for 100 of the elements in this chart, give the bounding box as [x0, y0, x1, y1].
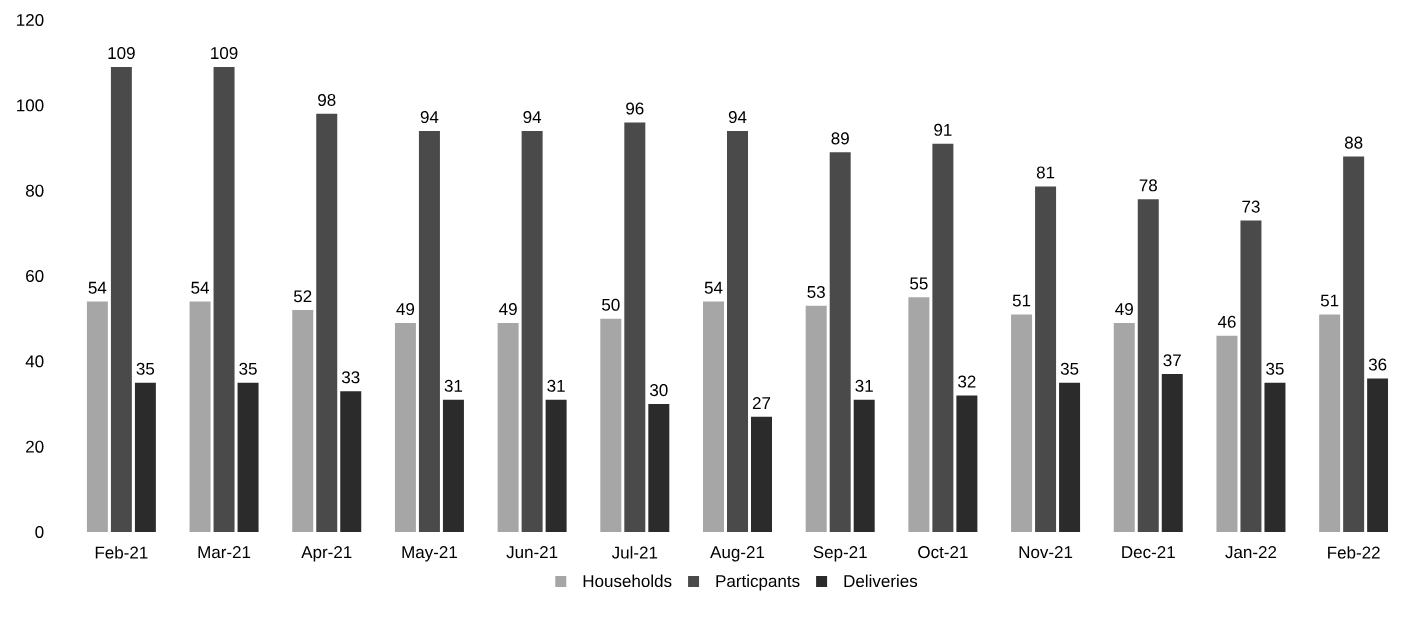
bar: [1035, 186, 1057, 532]
x-tick-label: Feb-21: [95, 546, 148, 559]
legend-label: Particpants: [716, 574, 800, 591]
bar: [189, 301, 211, 532]
y-tick-label: 20: [26, 440, 44, 453]
x-tick-label: Feb-22: [1328, 546, 1380, 559]
bar: [624, 122, 646, 532]
bar: [110, 66, 132, 532]
bar: [829, 152, 851, 532]
x-tick-label: Dec-21: [1122, 546, 1175, 559]
data-label: 31: [547, 379, 565, 392]
bar: [1367, 378, 1389, 532]
data-label: 35: [136, 362, 155, 375]
data-label: 54: [191, 281, 209, 294]
legend-label: Households: [583, 574, 672, 588]
data-label: 73: [1242, 200, 1260, 213]
data-label: 53: [807, 285, 825, 298]
data-label: 109: [211, 47, 238, 60]
bar: [932, 143, 954, 532]
bar: [648, 403, 670, 532]
data-label: 27: [752, 397, 771, 409]
data-label: 31: [855, 379, 873, 392]
data-label: 35: [239, 362, 257, 375]
bar: [316, 113, 338, 532]
legend-label: Deliveries: [844, 574, 918, 588]
bar: [1216, 335, 1238, 532]
data-label: 35: [1266, 362, 1284, 375]
data-label: 33: [341, 371, 360, 384]
data-label: 94: [523, 111, 542, 124]
x-tick-label: Aug-21: [710, 546, 765, 562]
bar: [703, 301, 724, 532]
y-tick-label: 80: [25, 184, 44, 197]
data-label: 55: [910, 277, 928, 290]
data-label: 91: [934, 123, 952, 136]
bar: [1059, 382, 1081, 532]
data-label: 32: [958, 375, 976, 388]
data-label: 35: [1060, 362, 1079, 375]
data-label: 51: [1012, 294, 1031, 307]
bar: [1264, 382, 1286, 532]
bar: [1137, 199, 1159, 532]
data-label: 36: [1368, 358, 1387, 371]
y-tick-label: 0: [35, 525, 44, 539]
bar: [418, 130, 440, 532]
bar: [292, 310, 314, 532]
bar: [394, 322, 416, 532]
x-tick-label: Nov-21: [1019, 546, 1073, 559]
bar: [805, 305, 827, 532]
bar: [853, 399, 875, 532]
data-label: 49: [1115, 303, 1133, 316]
x-tick-label: Jul-21: [611, 546, 658, 559]
bar: [1161, 374, 1183, 532]
data-label: 52: [293, 290, 312, 303]
bar: [237, 382, 259, 532]
bar: [442, 399, 464, 532]
bar: [1011, 314, 1033, 532]
bar: [545, 399, 567, 532]
y-tick-label: 60: [26, 269, 44, 283]
x-tick-label: May-21: [402, 546, 457, 562]
x-tick-label: Apr-21: [301, 546, 352, 562]
bar: [751, 416, 772, 532]
data-label: 37: [1163, 354, 1181, 367]
bar: [1343, 156, 1365, 532]
data-label: 94: [728, 111, 747, 124]
x-tick-label: Oct-21: [918, 546, 968, 559]
data-label: 49: [499, 303, 517, 316]
bar: [86, 301, 108, 532]
data-label: 50: [602, 298, 620, 311]
x-tick-label: Jun-21: [506, 546, 558, 559]
data-label: 89: [831, 132, 849, 145]
y-tick-label: 40: [25, 355, 44, 368]
bar: [213, 66, 235, 532]
data-label: 81: [1036, 166, 1055, 179]
x-tick-label: Jan-22: [1225, 546, 1277, 559]
data-label: 94: [420, 111, 439, 124]
x-tick-label: Mar-21: [198, 546, 251, 559]
data-label: 96: [626, 102, 644, 115]
bar: [727, 130, 749, 532]
bar: [340, 391, 362, 532]
y-tick-label: 120: [17, 13, 44, 27]
data-label: 30: [650, 384, 668, 397]
data-label: 31: [444, 379, 463, 392]
bar: [134, 382, 156, 532]
y-tick-label: 100: [17, 99, 44, 112]
bar: [1319, 314, 1341, 532]
data-label: 54: [88, 281, 107, 294]
data-label: 54: [704, 281, 723, 294]
bar: [497, 322, 519, 532]
bar: [521, 130, 543, 532]
data-label: 109: [108, 47, 135, 60]
bar: [1113, 322, 1135, 532]
data-label: 51: [1320, 294, 1339, 307]
data-label: 88: [1344, 136, 1363, 149]
data-label: 78: [1139, 179, 1157, 192]
bar: [1240, 220, 1262, 532]
bar: [908, 297, 930, 532]
data-label: 49: [396, 303, 415, 316]
bar: [600, 318, 622, 532]
bar: [956, 395, 978, 532]
data-label: 46: [1217, 315, 1236, 328]
x-tick-label: Sep-21: [813, 546, 867, 562]
